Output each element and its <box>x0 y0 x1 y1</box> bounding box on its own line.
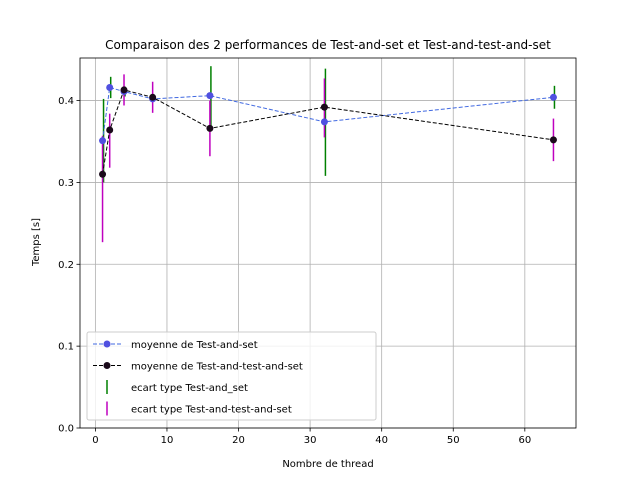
legend-label: ecart type Test-and-test-and-set <box>131 405 292 416</box>
chart-title: Comparaison des 2 performances de Test-a… <box>105 38 551 52</box>
data-point <box>206 124 214 132</box>
plot-frame <box>79 57 577 429</box>
series-line <box>102 86 554 141</box>
data-point <box>120 86 128 94</box>
data-point <box>549 136 557 144</box>
legend-label: moyenne de Test-and-set <box>131 340 258 351</box>
data-point <box>99 170 107 178</box>
ticks: 0 10 20 30 40 50 60 0.0 0.1 0.2 0.3 0.4 <box>58 96 531 446</box>
y-tick-label: 0.1 <box>58 342 74 353</box>
error-bars <box>101 66 556 243</box>
legend-label: moyenne de Test-and-test-and-set <box>131 362 303 373</box>
x-tick-label: 0 <box>92 435 98 446</box>
y-tick-label: 0.0 <box>58 424 74 435</box>
data-point <box>320 103 328 111</box>
y-tick-label: 0.2 <box>58 260 74 271</box>
x-tick-label: 10 <box>161 435 174 446</box>
data-point <box>206 92 214 100</box>
x-tick-label: 20 <box>232 435 245 446</box>
data-point <box>106 126 114 134</box>
data-point <box>549 93 557 101</box>
legend: moyenne de Test-and-set moyenne de Test-a… <box>86 331 377 421</box>
data-point <box>320 118 328 126</box>
x-tick-label: 40 <box>375 435 388 446</box>
data-point <box>106 83 114 91</box>
data-point <box>149 93 157 101</box>
y-axis-label: Temps [s] <box>31 218 42 267</box>
x-tick-label: 50 <box>447 435 460 446</box>
legend-marker <box>103 362 111 369</box>
y-tick-label: 0.3 <box>58 178 74 189</box>
y-tick-label: 0.4 <box>58 96 74 107</box>
legend-box <box>86 331 377 421</box>
series <box>99 83 557 178</box>
x-axis-label: Nombre de thread <box>282 459 373 470</box>
legend-label: ecart type Test-and_set <box>131 383 248 394</box>
legend-marker <box>103 340 111 348</box>
x-tick-label: 30 <box>304 435 317 446</box>
x-tick-label: 60 <box>518 435 531 446</box>
data-point <box>99 137 107 145</box>
series-line <box>102 89 554 175</box>
